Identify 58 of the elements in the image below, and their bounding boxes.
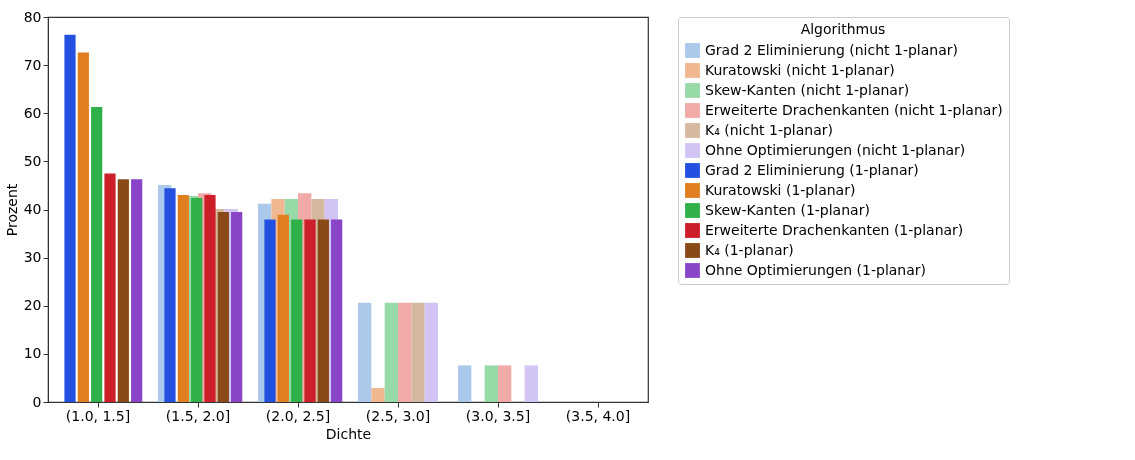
bar <box>231 211 243 402</box>
bar <box>304 219 316 402</box>
legend-label: Kuratowski (nicht 1-planar) <box>705 61 895 78</box>
bar <box>371 388 385 402</box>
bar <box>458 365 472 402</box>
bar <box>217 211 229 402</box>
bar <box>91 106 103 402</box>
x-tick-label: (1.0, 1.5] <box>65 407 131 424</box>
legend-label: Grad 2 Eliminierung (nicht 1-planar) <box>705 41 958 58</box>
bar <box>498 365 512 402</box>
bar <box>398 302 412 402</box>
bar <box>331 219 343 402</box>
y-tick-label: 40 <box>23 201 42 217</box>
bar <box>131 179 143 402</box>
bar <box>358 302 372 402</box>
bar <box>104 173 116 402</box>
y-tick-label: 10 <box>23 345 42 362</box>
y-tick-label: 30 <box>23 249 42 266</box>
bar <box>64 34 76 402</box>
legend-label: Skew-Kanten (nicht 1-planar) <box>705 81 910 98</box>
bar <box>117 179 129 402</box>
x-axis-title: Dichte <box>325 425 372 442</box>
bar <box>204 195 216 402</box>
bar <box>177 195 189 402</box>
legend-label: Ohne Optimierungen (1-planar) <box>705 261 927 278</box>
x-tick-label: (3.0, 3.5] <box>465 407 531 424</box>
y-tick-label: 70 <box>23 56 42 73</box>
bar <box>291 219 303 402</box>
legend-label: Ohne Optimierungen (nicht 1-planar) <box>705 141 966 158</box>
y-tick-label: 80 <box>23 8 42 25</box>
legend-label: Erweiterte Drachenkanten (nicht 1-planar) <box>705 101 1003 118</box>
bar <box>317 219 329 402</box>
legend-label: Skew-Kanten (1-planar) <box>705 201 870 218</box>
legend-label: Erweiterte Drachenkanten (1-planar) <box>705 221 964 238</box>
bar <box>264 219 276 402</box>
bar <box>384 302 398 402</box>
y-axis-title: Prozent <box>3 183 20 237</box>
bar <box>77 52 89 402</box>
bar <box>484 365 498 402</box>
bar <box>424 302 438 402</box>
x-tick-label: (1.5, 2.0] <box>165 407 231 424</box>
legend-label: Kuratowski (1-planar) <box>705 181 856 198</box>
x-tick-label: (2.0, 2.5] <box>265 407 331 424</box>
legend-label: K₄ (nicht 1-planar) <box>705 121 833 138</box>
bar <box>164 188 176 402</box>
bar <box>191 197 203 402</box>
bar <box>411 302 425 402</box>
y-tick-label: 60 <box>23 104 42 121</box>
legend-label: K₄ (1-planar) <box>705 241 794 258</box>
bar <box>277 214 289 402</box>
x-tick-label: (2.5, 3.0] <box>365 407 431 424</box>
y-tick-label: 50 <box>23 152 42 169</box>
legend-label: Grad 2 Eliminierung (1-planar) <box>705 161 919 178</box>
bar <box>524 365 538 402</box>
y-tick-label: 0 <box>32 393 42 410</box>
y-tick-label: 20 <box>23 297 42 314</box>
legend-title: Algorithmus <box>800 21 886 37</box>
x-tick-label: (3.5, 4.0] <box>565 407 631 424</box>
